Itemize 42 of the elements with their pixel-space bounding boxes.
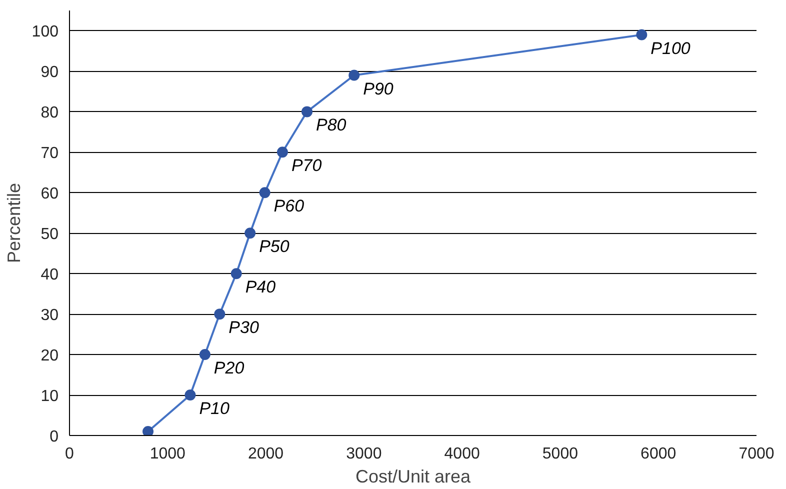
x-tick-label: 0 — [65, 446, 74, 462]
point — [214, 308, 226, 320]
point — [259, 187, 270, 198]
point — [348, 70, 360, 81]
point — [636, 29, 648, 40]
annotation: P30 — [228, 318, 260, 338]
annotation: P100 — [650, 38, 691, 58]
point — [199, 349, 210, 360]
y-tick-label: 70 — [40, 145, 59, 162]
point — [244, 228, 256, 239]
y-tick-label: 10 — [40, 388, 59, 406]
y-tick-label: 90 — [40, 64, 59, 82]
y-tick-label: 60 — [40, 186, 59, 203]
point — [276, 146, 288, 158]
y-tick-label: 40 — [40, 266, 59, 284]
x-tick-label: 5000 — [542, 446, 578, 462]
y-tick-label: 0 — [50, 428, 59, 446]
y-tick-label: 80 — [40, 104, 59, 122]
point — [302, 106, 313, 118]
y-tick-label: 30 — [40, 307, 59, 324]
point — [184, 390, 196, 401]
point — [142, 426, 154, 436]
annotation: P20 — [214, 358, 245, 378]
annotation: P60 — [274, 196, 305, 216]
annotation: P50 — [259, 237, 290, 256]
y-tick-label: 100 — [32, 24, 59, 41]
x-axis-title: Cost/Unit area — [355, 466, 472, 486]
y-tick-label: 50 — [40, 226, 59, 244]
x-tick-label: 1000 — [150, 446, 186, 462]
y-axis-title: Percentile — [4, 182, 24, 264]
annotation: P90 — [363, 79, 394, 98]
x-tick-label: 2000 — [248, 446, 284, 462]
x-tick-label: 6000 — [640, 446, 676, 462]
annotation: P70 — [291, 156, 322, 176]
annotation: P10 — [199, 399, 230, 418]
annotation: P80 — [316, 116, 347, 135]
point — [230, 268, 242, 280]
x-tick-label: 7000 — [738, 446, 774, 462]
y-tick-label: 20 — [40, 348, 59, 365]
x-tick-label: 3000 — [346, 446, 382, 462]
annotation: P40 — [245, 278, 276, 297]
x-tick-label: 4000 — [444, 446, 480, 462]
